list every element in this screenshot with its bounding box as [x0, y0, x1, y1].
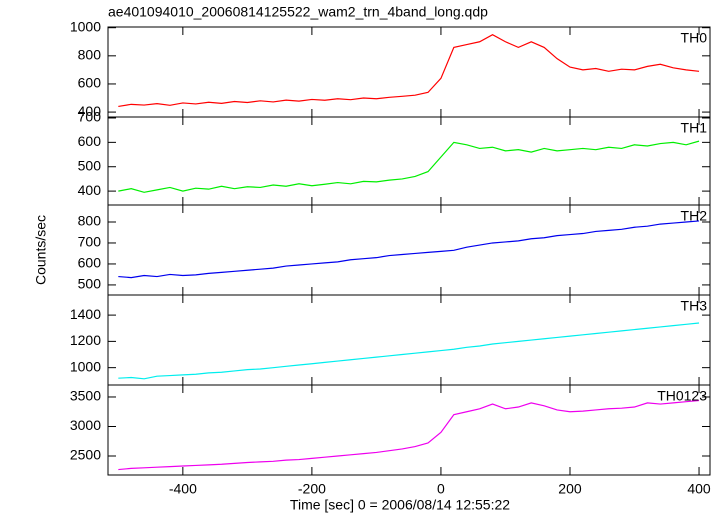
- panel-label: TH0123: [657, 388, 707, 404]
- series-line: [118, 140, 700, 193]
- y-tick-label: 600: [78, 255, 102, 271]
- series-line: [118, 34, 700, 108]
- series-line: [118, 220, 700, 279]
- panel-label: TH1: [681, 120, 708, 136]
- y-tick-label: 3500: [70, 388, 101, 404]
- y-tick-label: 400: [78, 103, 102, 119]
- y-tick-label: 700: [78, 234, 102, 250]
- x-axis-label: Time [sec] 0 = 2006/08/14 12:55:22: [290, 497, 510, 513]
- x-tick-label: -200: [298, 481, 326, 497]
- y-tick-label: 1400: [70, 306, 101, 322]
- y-tick-label: 3000: [70, 417, 101, 433]
- panel-label: TH0: [681, 30, 708, 46]
- y-tick-label: 500: [78, 276, 102, 292]
- panel-frame: [107, 384, 711, 476]
- y-tick-label: 1000: [70, 18, 101, 34]
- y-tick-label: 1200: [70, 332, 101, 348]
- y-tick-label: 400: [78, 182, 102, 198]
- y-tick-label: 2500: [70, 447, 101, 463]
- x-tick-label: 0: [437, 481, 445, 497]
- chart-title: ae401094010_20060814125522_wam2_trn_4ban…: [108, 4, 488, 20]
- series-line: [118, 399, 700, 471]
- x-tick-label: 400: [687, 481, 711, 497]
- y-tick-label: 500: [78, 157, 102, 173]
- y-axis-label: Counts/sec: [33, 215, 49, 285]
- y-tick-label: 1000: [70, 358, 101, 374]
- y-tick-label: 800: [78, 47, 102, 63]
- x-tick-label: -400: [169, 481, 197, 497]
- panel-label: TH3: [681, 298, 708, 314]
- panel-label: TH2: [681, 208, 708, 224]
- y-tick-label: 700: [78, 109, 102, 125]
- series-line: [118, 322, 700, 380]
- y-tick-label: 800: [78, 213, 102, 229]
- y-tick-label: 600: [78, 133, 102, 149]
- y-tick-label: 600: [78, 75, 102, 91]
- x-tick-label: 200: [558, 481, 582, 497]
